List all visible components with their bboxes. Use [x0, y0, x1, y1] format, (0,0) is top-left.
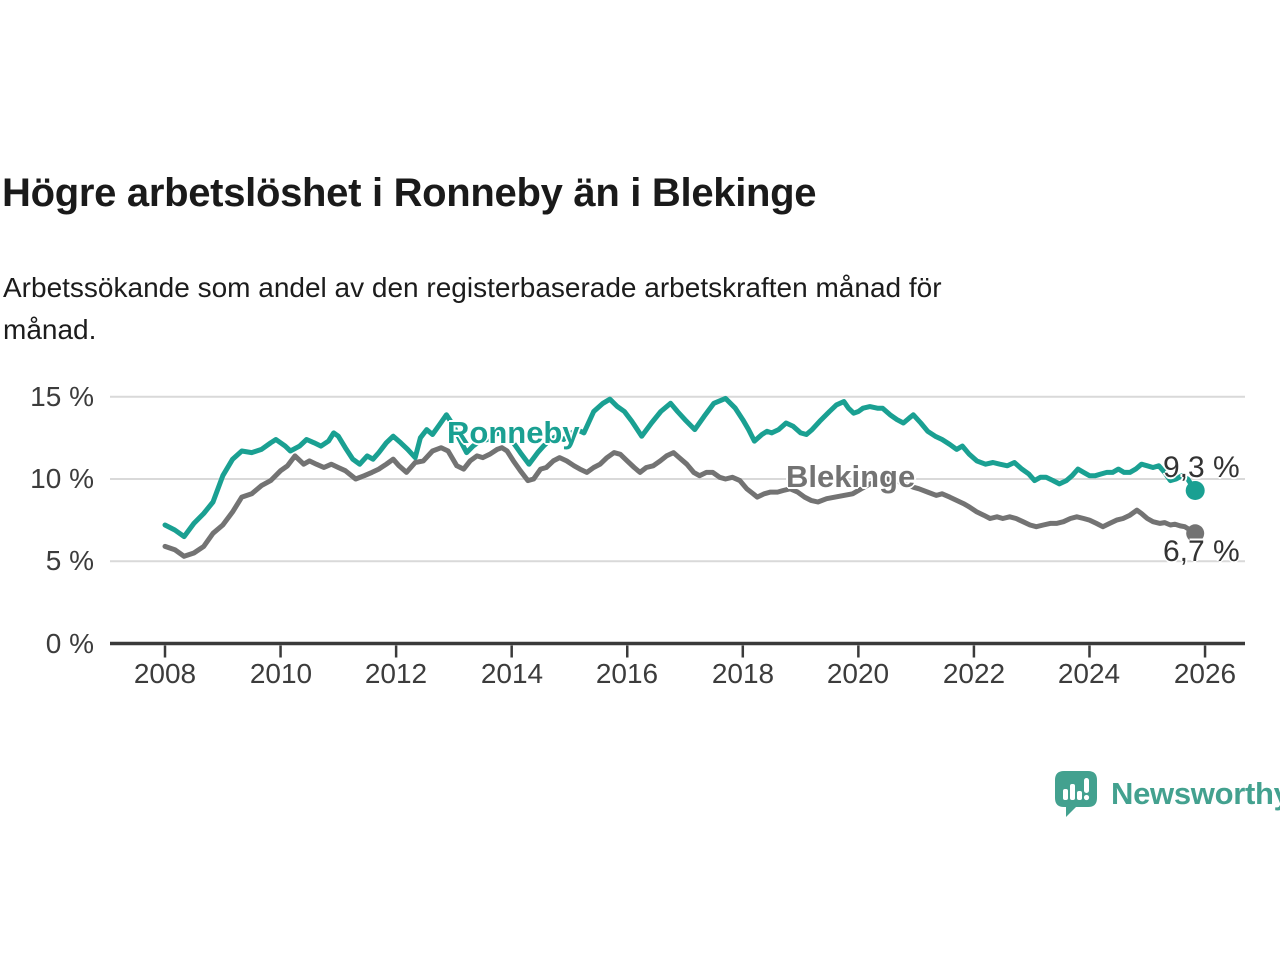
newsworthy-logo[interactable]: Newsworthy [1054, 770, 1280, 818]
x-tick-label-2024: 2024 [1057, 658, 1121, 689]
newsworthy-logo-icon [1055, 771, 1097, 817]
ronneby-line [162, 395, 1198, 540]
chart-subtitle: Arbetssökande som andel av den registerb… [3, 272, 942, 345]
x-tick-label-2014: 2014 [480, 658, 544, 689]
x-tick-label-2012: 2012 [364, 658, 428, 689]
end-value-label-blekinge: 6,7 % [1163, 535, 1240, 568]
x-tick-label-2022: 2022 [942, 658, 1006, 689]
newsworthy-logo-text: Newsworthy [1111, 776, 1280, 811]
x-tick-label-2026: 2026 [1173, 658, 1237, 689]
y-tick-label-15: 15 % [30, 381, 94, 412]
x-tick-label-2008: 2008 [133, 658, 197, 689]
x-tick-label-2010: 2010 [249, 658, 313, 689]
ronneby-end-dot [1185, 481, 1205, 500]
x-tick-label-2018: 2018 [711, 658, 775, 689]
x-tick-label-2016: 2016 [595, 658, 659, 689]
page-title: Högre arbetslöshet i Ronneby än i Blekin… [2, 170, 817, 215]
blekinge-line [162, 445, 1198, 559]
y-tick-label-10: 10 % [30, 463, 94, 494]
series-label-ronneby: Ronneby [447, 415, 580, 450]
y-tick-label-5: 5 % [45, 545, 94, 576]
blekinge-end-dot [1186, 524, 1205, 543]
end-value-label-ronneby: 9,3 % [1163, 451, 1240, 484]
series-label-blekinge: Blekinge [786, 459, 916, 494]
y-tick-label-0: 0 % [45, 628, 94, 659]
x-tick-label-2020: 2020 [826, 658, 890, 689]
